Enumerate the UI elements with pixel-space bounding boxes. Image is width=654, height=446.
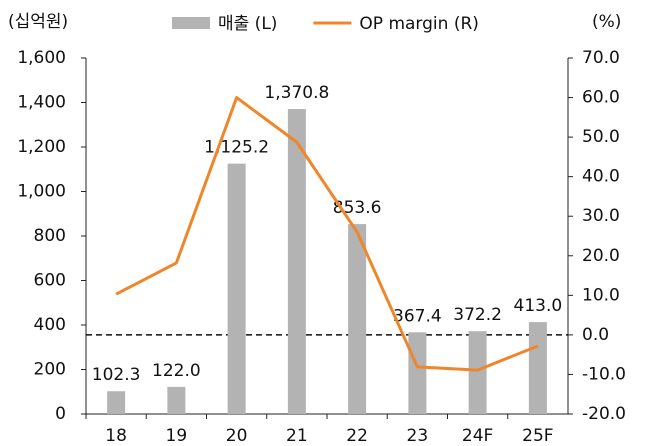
bar [227, 163, 246, 414]
y2-tick-label: 0.0 [582, 325, 609, 345]
y-tick-label: 600 [34, 271, 66, 291]
legend-swatch [172, 17, 210, 29]
data-label: 1,370.8 [264, 83, 329, 103]
y-axis-label: (십억원) [8, 12, 68, 32]
bar [287, 108, 306, 414]
x-tick-label: 21 [286, 426, 308, 446]
y-tick-label: 1,600 [17, 48, 66, 68]
data-label: 102.3 [92, 365, 141, 385]
y-tick-label: 1,000 [17, 182, 66, 202]
legend-label: OP margin (R) [359, 14, 478, 34]
y-tick-label: 400 [34, 315, 66, 335]
x-tick-label: 25F [522, 426, 553, 446]
x-tick-label: 18 [105, 426, 127, 446]
data-label: 367.4 [393, 306, 442, 326]
y2-tick-label: 20.0 [582, 246, 620, 266]
bar [468, 331, 487, 414]
y2-tick-label: -10.0 [582, 364, 626, 384]
x-tick-label: 23 [407, 426, 429, 446]
y-tick-label: 800 [34, 226, 66, 246]
x-tick-label: 22 [346, 426, 368, 446]
bar [167, 386, 186, 414]
x-tick-label: 20 [226, 426, 248, 446]
y-tick-label: 1,200 [17, 137, 66, 157]
y2-tick-label: 40.0 [582, 167, 620, 187]
line [115, 96, 539, 372]
y-tick-label: 0 [55, 404, 66, 424]
legend-label: 매출 (L) [218, 14, 277, 34]
y2-axis-label: (%) [592, 12, 621, 32]
x-tick-label: 19 [166, 426, 188, 446]
data-label: 413.0 [514, 296, 563, 316]
y2-tick-label: 60.0 [582, 88, 620, 108]
y2-tick-label: 50.0 [582, 127, 620, 147]
y2-tick-label: 10.0 [582, 285, 620, 305]
data-label: 122.0 [152, 361, 201, 381]
y2-tick-label: -20.0 [582, 404, 626, 424]
y2-tick-label: 70.0 [582, 48, 620, 68]
data-label: 372.2 [453, 305, 502, 325]
data-label: 1,125.2 [204, 138, 269, 158]
x-tick-label: 24F [462, 426, 493, 446]
bar [107, 391, 126, 414]
bar [528, 322, 547, 414]
bar [348, 224, 367, 414]
y-tick-label: 1,400 [17, 93, 66, 113]
y2-tick-label: 30.0 [582, 206, 620, 226]
bar [408, 332, 427, 414]
y-tick-label: 200 [34, 360, 66, 380]
